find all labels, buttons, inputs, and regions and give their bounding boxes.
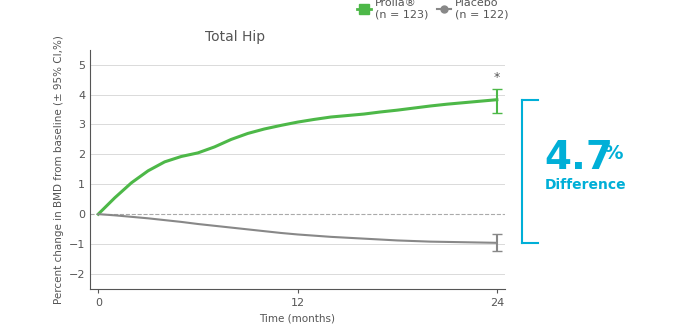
Text: Difference: Difference <box>545 178 626 192</box>
Y-axis label: Percent change in BMD from baseline (± 95% CI,%): Percent change in BMD from baseline (± 9… <box>55 35 64 304</box>
Title: Total Hip: Total Hip <box>206 31 265 44</box>
Text: 4.7: 4.7 <box>545 139 614 177</box>
X-axis label: Time (months): Time (months) <box>260 313 336 323</box>
Legend: Prolia®
(n = 123), Placebo
(n = 122): Prolia® (n = 123), Placebo (n = 122) <box>353 0 513 24</box>
Text: *: * <box>493 71 500 84</box>
Text: %: % <box>603 143 623 162</box>
